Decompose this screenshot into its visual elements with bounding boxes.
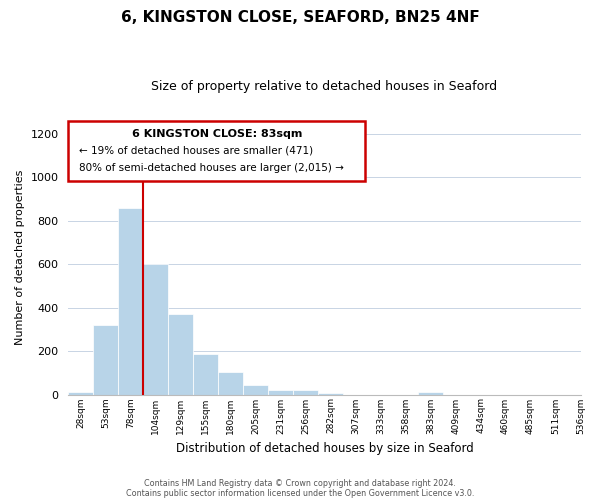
Text: 6, KINGSTON CLOSE, SEAFORD, BN25 4NF: 6, KINGSTON CLOSE, SEAFORD, BN25 4NF <box>121 10 479 25</box>
Bar <box>118 208 143 394</box>
Bar <box>169 314 193 394</box>
Bar <box>293 390 318 394</box>
Bar <box>218 372 243 394</box>
Bar <box>268 390 293 394</box>
Text: 6 KINGSTON CLOSE: 83sqm: 6 KINGSTON CLOSE: 83sqm <box>132 129 302 139</box>
Bar <box>143 264 169 394</box>
Bar <box>94 325 118 394</box>
FancyBboxPatch shape <box>68 120 365 181</box>
Bar <box>68 392 94 394</box>
Bar <box>418 392 443 394</box>
Text: Contains public sector information licensed under the Open Government Licence v3: Contains public sector information licen… <box>126 488 474 498</box>
Text: 80% of semi-detached houses are larger (2,015) →: 80% of semi-detached houses are larger (… <box>79 163 344 173</box>
Bar <box>243 384 268 394</box>
Y-axis label: Number of detached properties: Number of detached properties <box>15 170 25 345</box>
Title: Size of property relative to detached houses in Seaford: Size of property relative to detached ho… <box>151 80 497 93</box>
Bar <box>193 354 218 395</box>
X-axis label: Distribution of detached houses by size in Seaford: Distribution of detached houses by size … <box>176 442 473 455</box>
Text: Contains HM Land Registry data © Crown copyright and database right 2024.: Contains HM Land Registry data © Crown c… <box>144 478 456 488</box>
Text: ← 19% of detached houses are smaller (471): ← 19% of detached houses are smaller (47… <box>79 145 313 155</box>
